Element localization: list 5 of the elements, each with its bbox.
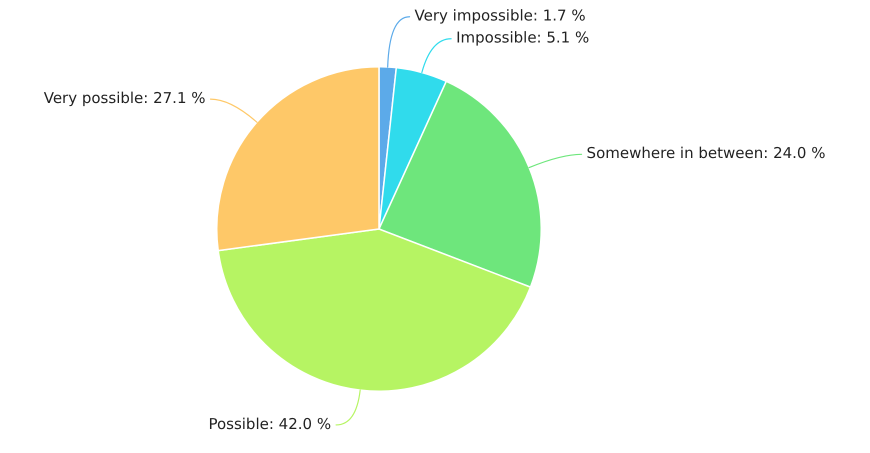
slice-label: Very possible: 27.1 % [44, 89, 206, 108]
slice-label: Somewhere in between: 24.0 % [586, 144, 826, 162]
slice-label: Possible: 42.0 % [208, 414, 332, 433]
slice-label: Impossible: 5.1 % [456, 28, 590, 47]
slice-label: Very impossible: 1.7 % [414, 6, 586, 25]
